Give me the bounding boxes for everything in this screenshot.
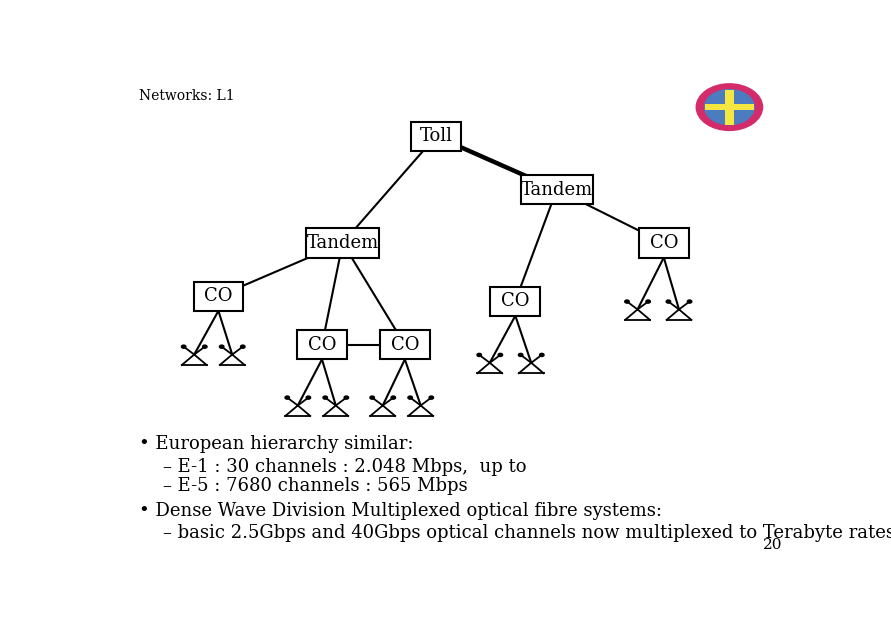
FancyBboxPatch shape (520, 175, 593, 204)
Circle shape (696, 84, 763, 130)
Circle shape (705, 89, 755, 125)
Text: Tandem: Tandem (307, 234, 379, 252)
Circle shape (391, 396, 396, 399)
Text: CO: CO (501, 292, 529, 310)
Circle shape (285, 396, 290, 399)
Circle shape (323, 396, 328, 399)
Text: CO: CO (650, 234, 678, 252)
Text: • European hierarchy similar:: • European hierarchy similar: (139, 435, 413, 453)
Text: CO: CO (204, 287, 233, 306)
Circle shape (202, 345, 207, 348)
Circle shape (429, 396, 434, 399)
Circle shape (408, 396, 413, 399)
FancyBboxPatch shape (705, 104, 755, 110)
Text: Toll: Toll (420, 127, 453, 146)
Circle shape (307, 396, 311, 399)
Circle shape (498, 353, 503, 357)
Circle shape (219, 345, 224, 348)
Text: 20: 20 (763, 538, 782, 552)
Circle shape (540, 353, 544, 357)
FancyBboxPatch shape (639, 229, 689, 258)
Circle shape (182, 345, 186, 348)
Text: – E-5 : 7680 channels : 565 Mbps: – E-5 : 7680 channels : 565 Mbps (163, 478, 468, 495)
Text: – E-1 : 30 channels : 2.048 Mbps,  up to: – E-1 : 30 channels : 2.048 Mbps, up to (163, 458, 527, 476)
FancyBboxPatch shape (411, 122, 461, 151)
Circle shape (370, 396, 374, 399)
FancyBboxPatch shape (307, 229, 379, 258)
Text: Tandem: Tandem (520, 181, 593, 198)
Circle shape (344, 396, 348, 399)
Text: – basic 2.5Gbps and 40Gbps optical channels now multiplexed to Terabyte rates: – basic 2.5Gbps and 40Gbps optical chann… (163, 524, 891, 542)
FancyBboxPatch shape (193, 282, 243, 311)
Text: • Dense Wave Division Multiplexed optical fibre systems:: • Dense Wave Division Multiplexed optica… (139, 501, 662, 520)
Text: Networks: L1: Networks: L1 (139, 89, 234, 103)
FancyBboxPatch shape (725, 89, 734, 125)
FancyBboxPatch shape (490, 287, 540, 316)
Text: CO: CO (307, 336, 336, 354)
Circle shape (241, 345, 245, 348)
FancyBboxPatch shape (297, 330, 347, 359)
Circle shape (625, 300, 629, 303)
Circle shape (666, 300, 671, 303)
Text: CO: CO (390, 336, 419, 354)
Circle shape (646, 300, 650, 303)
Circle shape (477, 353, 481, 357)
FancyBboxPatch shape (380, 330, 429, 359)
Circle shape (519, 353, 523, 357)
Circle shape (687, 300, 691, 303)
